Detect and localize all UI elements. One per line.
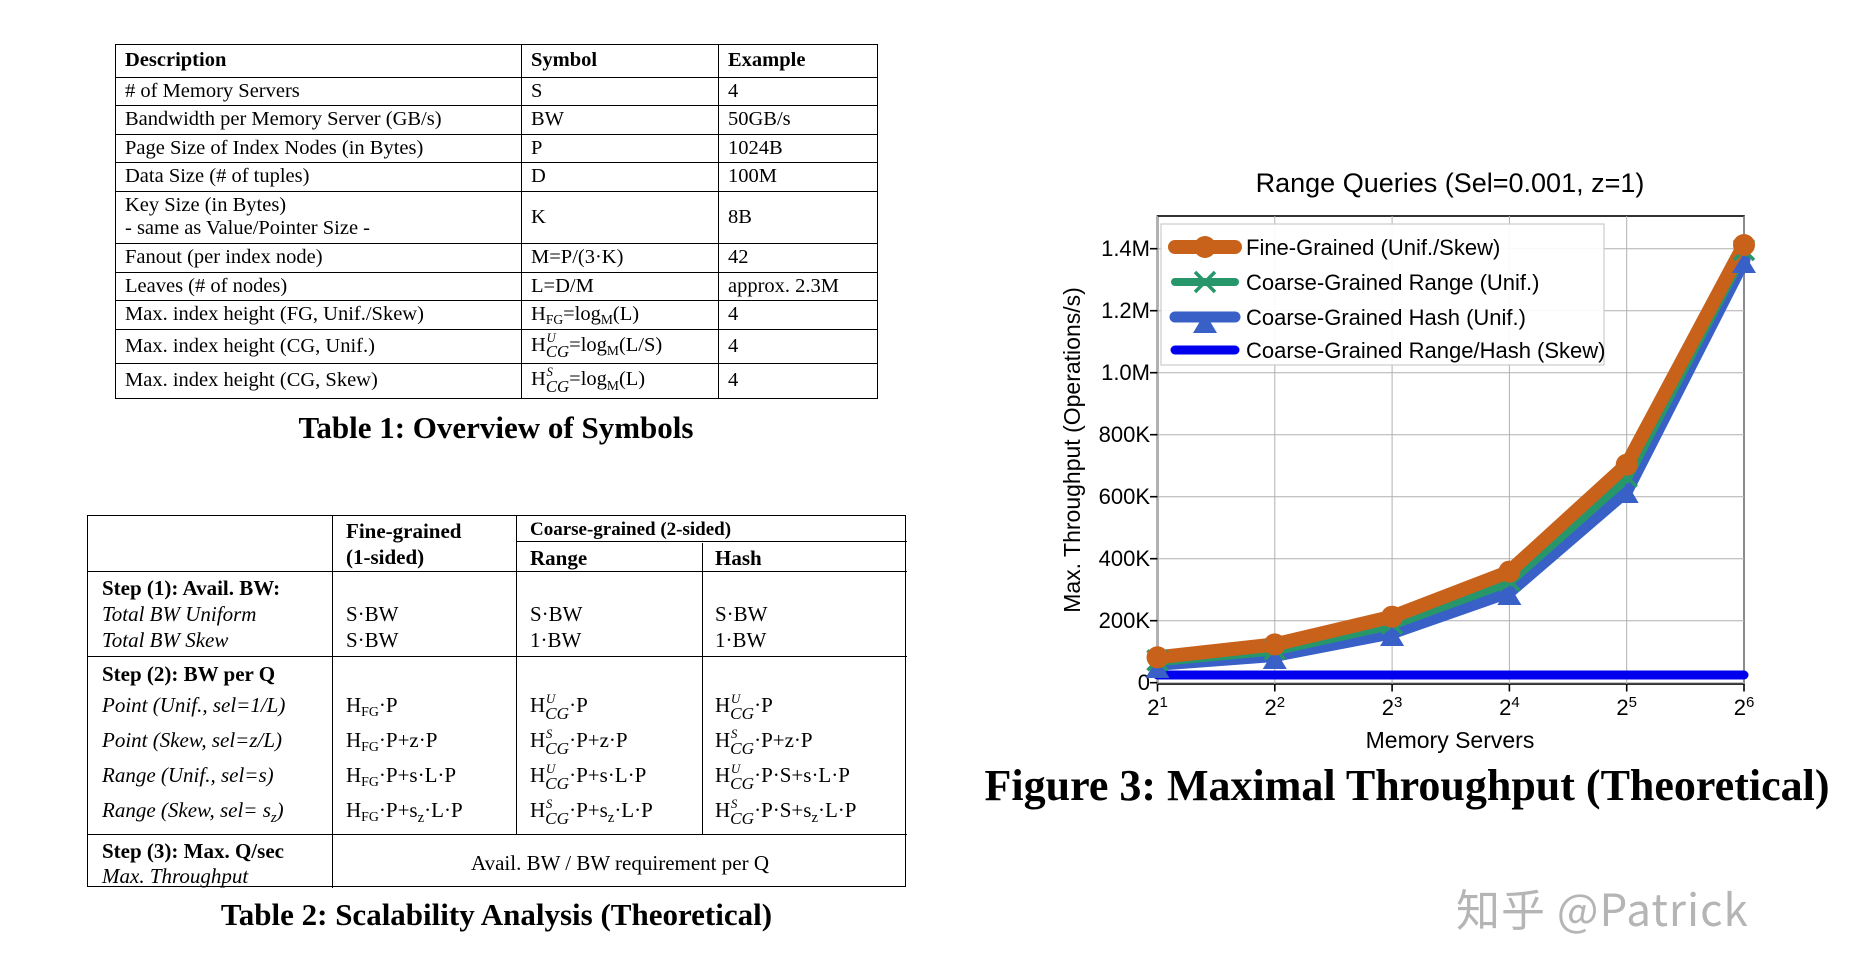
- svg-text:1.4M: 1.4M: [1101, 236, 1150, 261]
- svg-text:1.2M: 1.2M: [1101, 298, 1150, 323]
- svg-text:200K: 200K: [1099, 608, 1151, 633]
- svg-text:25: 25: [1616, 694, 1637, 721]
- svg-text:26: 26: [1734, 694, 1755, 721]
- svg-text:23: 23: [1382, 694, 1403, 721]
- svg-text:Memory Servers: Memory Servers: [1366, 727, 1535, 753]
- svg-text:Max. Throughput (Operations/s): Max. Throughput (Operations/s): [1059, 287, 1085, 613]
- svg-text:Range Queries (Sel=0.001, z=1): Range Queries (Sel=0.001, z=1): [1256, 168, 1645, 198]
- svg-text:Coarse-Grained Range (Unif.): Coarse-Grained Range (Unif.): [1246, 270, 1539, 295]
- svg-text:800K: 800K: [1099, 422, 1151, 447]
- svg-text:Coarse-Grained Hash (Unif.): Coarse-Grained Hash (Unif.): [1246, 305, 1526, 330]
- svg-text:Fine-Grained (Unif./Skew): Fine-Grained (Unif./Skew): [1246, 235, 1500, 260]
- svg-text:21: 21: [1147, 694, 1168, 721]
- svg-text:Coarse-Grained Range/Hash (Ske: Coarse-Grained Range/Hash (Skew): [1246, 338, 1606, 363]
- svg-text:400K: 400K: [1099, 546, 1151, 571]
- svg-text:600K: 600K: [1099, 484, 1151, 509]
- svg-text:1.0M: 1.0M: [1101, 360, 1150, 385]
- svg-text:24: 24: [1499, 694, 1520, 721]
- svg-text:22: 22: [1265, 694, 1286, 721]
